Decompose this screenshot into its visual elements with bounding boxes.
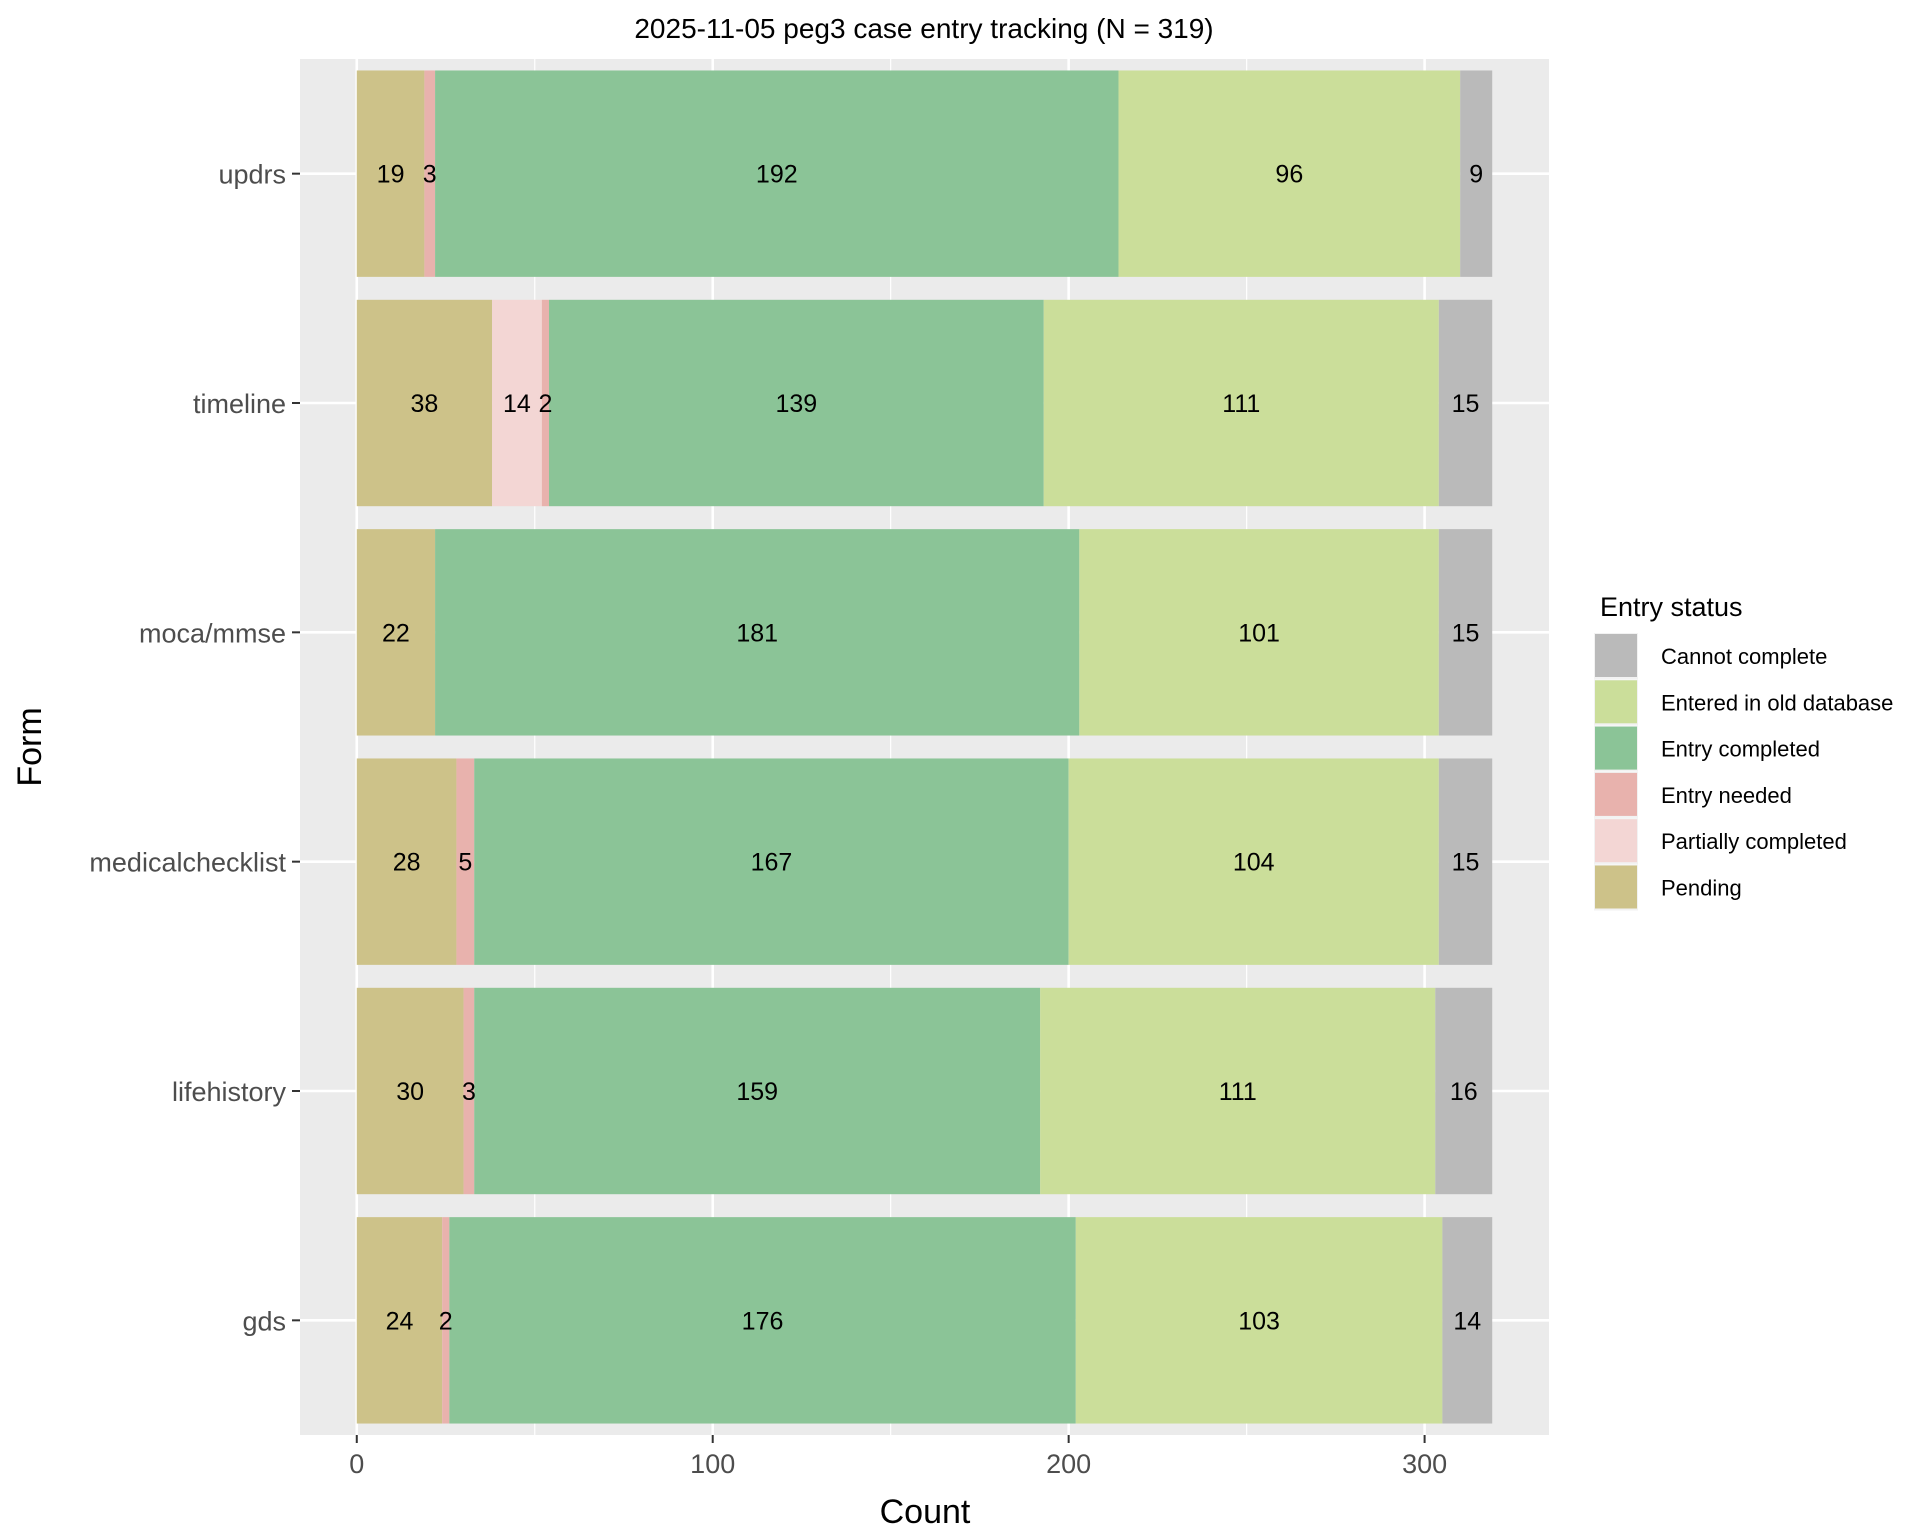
legend: Entry status Cannot complete Entered in o…	[1594, 592, 1893, 911]
bar-value-label: 96	[1275, 161, 1303, 189]
bar-value-label: 192	[756, 161, 798, 189]
y-axis: updrs timeline moca/mmse medicalchecklist li…	[89, 160, 300, 1336]
bar-segment	[1438, 299, 1493, 507]
bar-segment	[456, 758, 475, 965]
y-tick-label: lifehistory	[172, 1077, 287, 1107]
bar-value-label: 14	[503, 390, 531, 418]
bar-segment	[449, 1217, 1076, 1424]
bar-segment	[1079, 529, 1439, 736]
bar-segment	[356, 299, 493, 507]
bar-segment	[1118, 70, 1461, 277]
legend-key-swatch	[1595, 680, 1637, 724]
x-tick-label: 300	[1402, 1449, 1447, 1479]
bar-segment	[356, 758, 457, 965]
y-tick-label: moca/mmse	[139, 618, 286, 648]
bar-segment	[1438, 529, 1493, 736]
legend-item-label: Partially completed	[1661, 829, 1847, 854]
legend-item-label: Entry completed	[1661, 737, 1820, 762]
bar-segment	[1043, 299, 1439, 507]
bar-segment	[1435, 987, 1493, 1195]
bar-value-label: 159	[736, 1078, 778, 1106]
bar-value-label: 2	[439, 1307, 453, 1335]
bars-group	[356, 70, 1493, 1424]
bar-segment	[474, 758, 1069, 965]
chart-title: 2025-11-05 peg3 case entry tracking (N =…	[634, 13, 1213, 44]
bar-segment	[1040, 987, 1436, 1195]
legend-key-swatch	[1595, 865, 1637, 909]
bar-segment	[356, 70, 425, 277]
bar-value-label: 3	[462, 1078, 476, 1106]
bar-value-label: 16	[1450, 1078, 1478, 1106]
x-axis: 0 100 200 300	[349, 1435, 1447, 1479]
bar-segment	[356, 529, 436, 736]
bar-segment	[1442, 1217, 1493, 1424]
bar-value-label: 19	[377, 161, 405, 189]
y-tick-label: updrs	[218, 160, 286, 190]
bar-value-label: 176	[742, 1307, 784, 1335]
bar-segment	[424, 70, 436, 277]
legend-key-swatch	[1595, 726, 1637, 770]
x-tick-label: 0	[349, 1449, 364, 1479]
bar-value-label: 14	[1453, 1307, 1481, 1335]
bar-value-label: 9	[1469, 161, 1483, 189]
bar-segment	[442, 1217, 450, 1424]
bar-segment	[1075, 1217, 1443, 1424]
legend-key-swatch	[1595, 772, 1637, 816]
bar-value-label: 104	[1233, 849, 1275, 877]
bar-value-label: 24	[386, 1307, 414, 1335]
bar-value-label: 22	[382, 619, 410, 647]
x-tick-label: 100	[690, 1449, 735, 1479]
x-tick-label: 200	[1046, 1449, 1091, 1479]
bar-value-label: 101	[1238, 619, 1280, 647]
bar-value-label: 30	[396, 1078, 424, 1106]
legend-item-label: Pending	[1661, 876, 1742, 901]
bar-value-label: 181	[736, 619, 778, 647]
legend-item-label: Entry needed	[1661, 783, 1792, 808]
bar-segment	[435, 529, 1080, 736]
bar-value-label: 15	[1452, 849, 1480, 877]
y-tick-label: medicalchecklist	[89, 848, 286, 878]
bar-segment	[463, 987, 475, 1195]
bar-value-label: 15	[1452, 390, 1480, 418]
legend-key-swatch	[1595, 819, 1637, 863]
bar-value-label: 111	[1219, 1078, 1257, 1106]
bar-value-label: 2	[538, 390, 552, 418]
bar-value-label: 5	[458, 849, 472, 877]
bar-value-label: 15	[1452, 619, 1480, 647]
bar-segment	[474, 987, 1041, 1195]
y-tick-label: timeline	[193, 389, 286, 419]
bar-segment	[1460, 70, 1493, 277]
legend-key-swatch	[1595, 634, 1637, 677]
bar-segment	[356, 987, 464, 1195]
bar-value-label: 111	[1222, 390, 1260, 418]
y-tick-label: gds	[242, 1306, 286, 1336]
bar-value-label: 103	[1238, 1307, 1280, 1335]
bar-value-label: 28	[393, 849, 421, 877]
legend-item-label: Entered in old database	[1661, 690, 1893, 715]
x-axis-title: Count	[880, 1493, 971, 1531]
bar-segment	[1068, 758, 1439, 965]
bar-segment	[541, 299, 549, 507]
bar-segment	[492, 299, 542, 507]
y-axis-title: Form	[11, 707, 49, 786]
bar-value-label: 3	[423, 161, 437, 189]
legend-item-label: Cannot complete	[1661, 644, 1827, 669]
bar-segment	[1438, 758, 1493, 965]
bar-value-label: 38	[410, 390, 438, 418]
legend-title: Entry status	[1600, 592, 1743, 622]
bar-segment	[356, 1217, 443, 1424]
bar-value-label: 167	[751, 849, 793, 877]
bar-segment	[435, 70, 1119, 277]
bar-value-label: 139	[776, 390, 818, 418]
plot-panel	[300, 59, 1549, 1435]
bar-segment	[548, 299, 1044, 507]
